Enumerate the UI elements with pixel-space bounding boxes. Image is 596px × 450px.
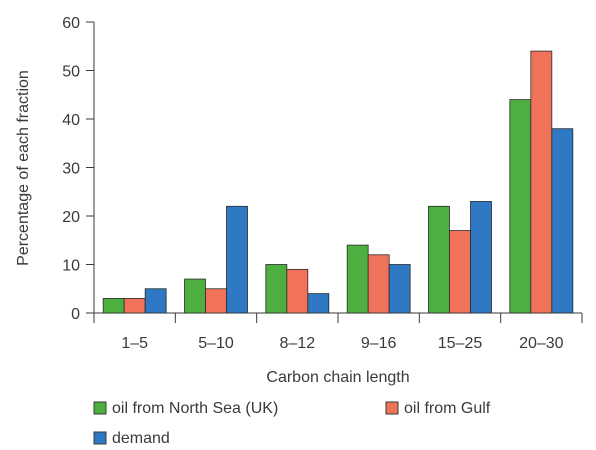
bar [551,128,574,314]
legend-item-demand: demand [93,430,170,447]
legend-label-demand: demand [112,430,170,447]
y-tick-label: 20 [62,209,80,226]
legend-swatch-north-sea [93,401,107,415]
legend-item-north-sea: oil from North Sea (UK) [93,400,278,417]
legend-label-gulf: oil from Gulf [404,400,491,417]
bar [144,288,167,314]
bar [449,230,471,314]
x-axis-label: Carbon chain length [266,369,409,386]
y-tick-label: 50 [62,64,80,81]
y-tick-label: 60 [62,15,80,32]
x-tick-label: 20–30 [519,335,564,352]
legend-swatch-gulf [385,401,399,415]
bars [102,50,574,314]
y-tick-label: 0 [71,306,80,323]
bar [123,298,146,314]
bar [388,264,411,314]
y-axis-label: Percentage of each fraction [15,70,32,266]
bar [205,288,227,314]
x-tick-label: 1–5 [121,335,148,352]
x-tick-label: 8–12 [280,335,316,352]
bar [470,201,492,314]
legend-item-gulf: oil from Gulf [385,400,491,417]
legend-swatch-demand [93,431,107,445]
y-tick-label: 10 [62,258,80,275]
bar [428,205,450,314]
y-axis: 0 10 20 30 40 50 60 [62,15,95,323]
x-tick-label: 5–10 [198,335,234,352]
bar [307,293,330,314]
bar [286,268,309,314]
y-tick-label: 40 [62,112,80,129]
y-tick-label: 30 [62,161,80,178]
legend: oil from North Sea (UK) oil from Gulf de… [93,400,491,447]
bar [509,99,532,314]
x-tick-label: 15–25 [438,335,483,352]
legend-label-north-sea: oil from North Sea (UK) [112,400,278,417]
bar [184,278,206,314]
bar [102,298,125,314]
bar [226,205,248,314]
x-axis: 1–5 5–10 8–12 9–16 15–25 20–30 [93,312,583,352]
bar [346,244,369,314]
bar [265,264,288,314]
bar [530,50,553,314]
bar [367,254,390,314]
x-tick-label: 9–16 [361,335,397,352]
